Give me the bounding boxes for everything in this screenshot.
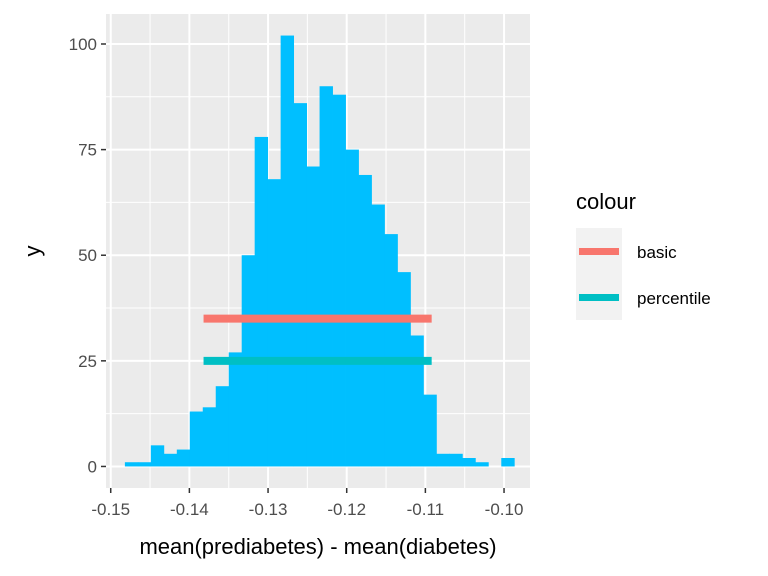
histogram-bar [436, 453, 450, 467]
histogram-bar [137, 462, 152, 467]
histogram-bar [462, 458, 476, 467]
interval-segments [203, 314, 432, 365]
histogram-bar [449, 453, 463, 467]
histogram-bar [176, 449, 191, 467]
histogram-bar [280, 35, 295, 467]
histogram-bar [410, 335, 424, 467]
histogram-bar [423, 394, 437, 467]
x-tick-label: -0.10 [485, 500, 524, 519]
histogram-bar [254, 136, 269, 467]
histogram-bar [202, 407, 217, 467]
y-axis-title: y [20, 246, 45, 257]
histogram-bar [150, 445, 165, 467]
histogram-bar [293, 103, 307, 467]
histogram-bar [228, 352, 243, 467]
x-tick-label: -0.15 [91, 500, 130, 519]
histogram-bar [215, 386, 230, 467]
y-tick-label: 50 [78, 246, 97, 265]
x-tick-label: -0.12 [327, 500, 366, 519]
y-axis: 0 25 50 75 100 [69, 35, 106, 476]
x-tick-label: -0.14 [170, 500, 209, 519]
y-tick-label: 25 [78, 352, 97, 371]
y-tick-label: 0 [88, 457, 97, 476]
legend-key-background [576, 228, 622, 320]
legend-label-percentile: percentile [637, 289, 711, 308]
legend-key-percentile [579, 294, 619, 301]
x-axis-title: mean(prediabetes) - mean(diabetes) [139, 534, 496, 559]
x-tick-label: -0.11 [407, 500, 445, 519]
histogram-bar [319, 86, 333, 467]
histogram-bar [267, 179, 282, 467]
legend-label-basic: basic [637, 243, 677, 262]
y-tick-label: 100 [69, 35, 97, 54]
histogram-bar [332, 94, 346, 467]
legend-title: colour [576, 189, 636, 214]
histogram-bar [397, 272, 411, 467]
histogram-bar [345, 149, 359, 467]
histogram-bar [163, 453, 178, 467]
histogram-bar [124, 462, 139, 467]
x-tick-label: -0.13 [249, 500, 288, 519]
histogram-bar [384, 234, 398, 467]
histogram-bar [371, 204, 385, 467]
x-axis: -0.15 -0.14 -0.13 -0.12 -0.11 -0.10 [91, 488, 523, 519]
legend-key-basic [579, 248, 619, 255]
legend: colour basic percentile [576, 189, 711, 320]
histogram-bar [189, 411, 204, 467]
histogram-bar [501, 458, 515, 467]
histogram-bar [475, 462, 489, 467]
y-tick-label: 75 [78, 141, 97, 160]
